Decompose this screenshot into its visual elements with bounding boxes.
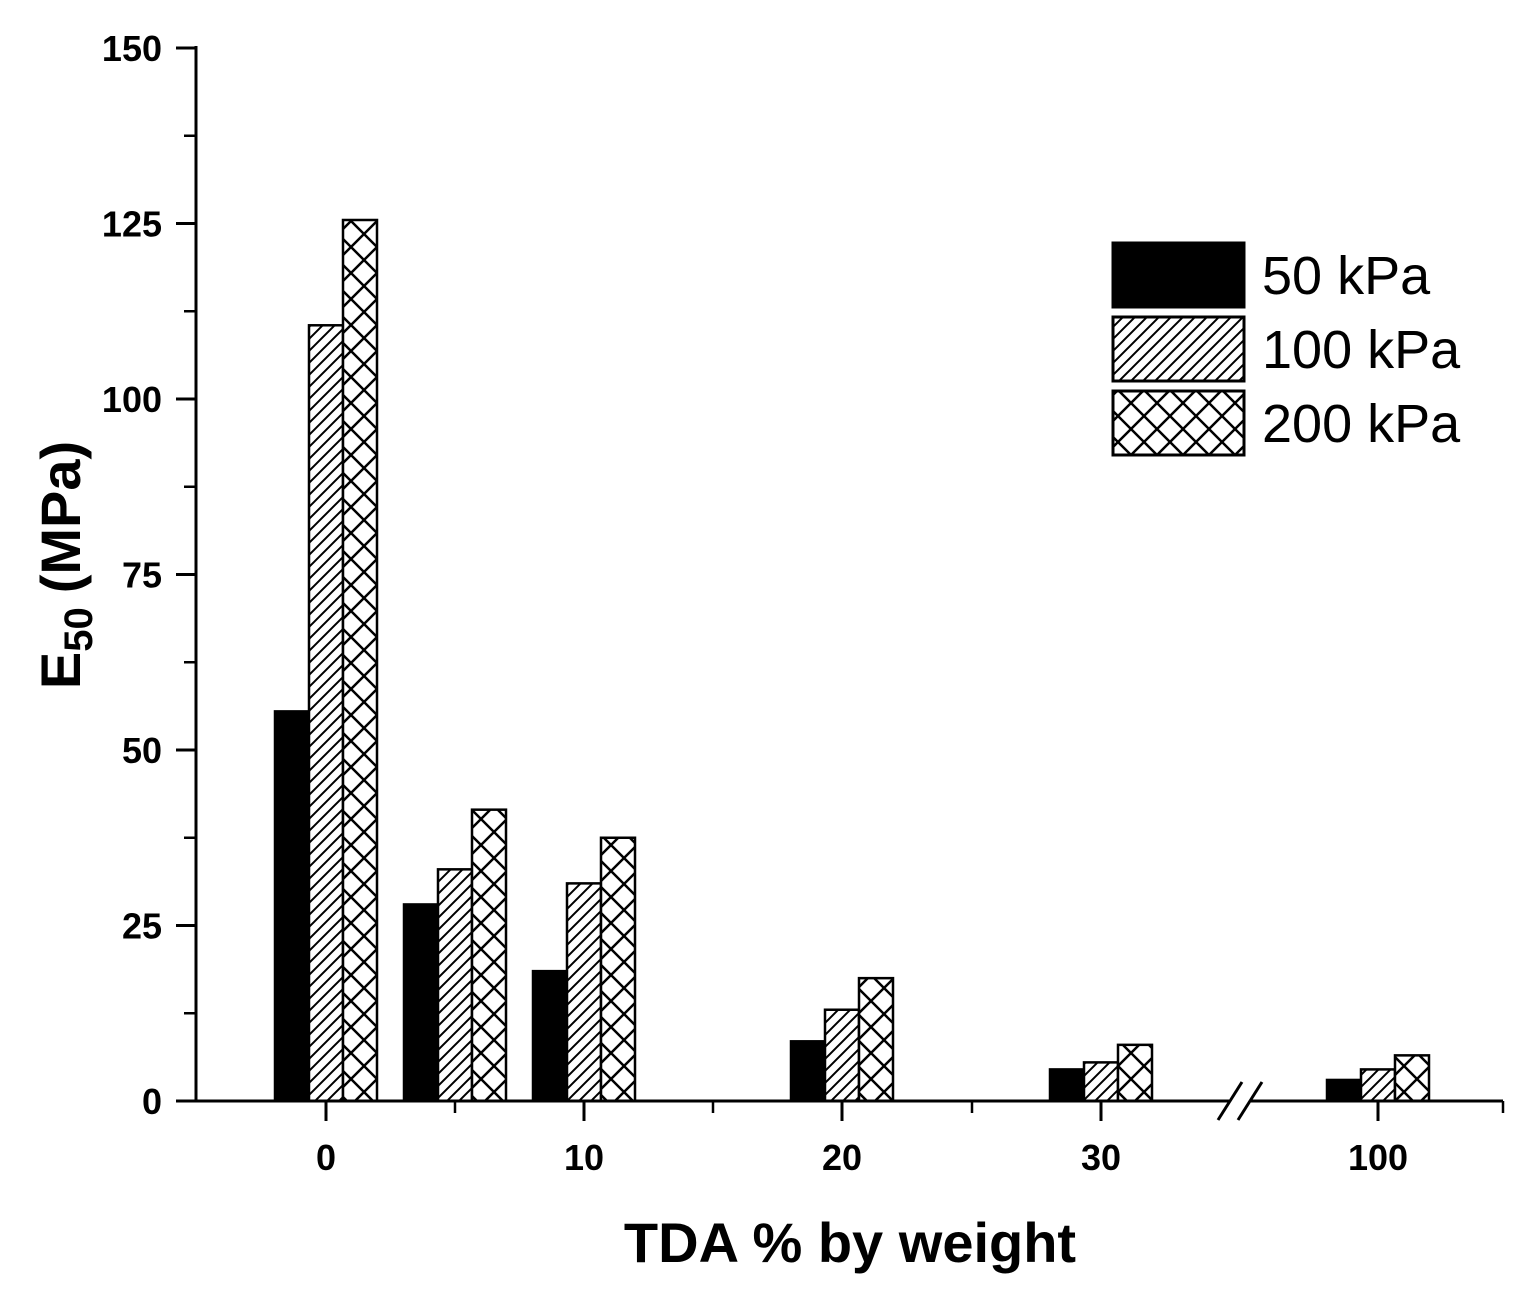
- legend-swatch-200kpa: [1111, 389, 1246, 457]
- x-tick-label: 0: [316, 1137, 336, 1178]
- y-tick-label: 0: [142, 1081, 162, 1122]
- legend-swatch-100kpa: [1111, 315, 1246, 383]
- y-axis-title-subscript: 50: [57, 607, 101, 652]
- legend: 50 kPa 100 kPa 200 kPa: [1111, 241, 1461, 457]
- x-ticks: 0 10 20 30 100: [316, 1101, 1505, 1178]
- bar-200kpa-tda-0: [341, 218, 379, 1103]
- bar-100kpa-tda-20: [823, 1008, 861, 1103]
- bar-200kpa-tda-30: [1116, 1043, 1154, 1103]
- bar-50kpa-tda-5: [402, 903, 440, 1103]
- y-axis-title-main: E: [29, 652, 92, 689]
- bar-100kpa-tda-5: [436, 868, 474, 1103]
- y-tick-label: 50: [122, 730, 162, 771]
- bar-200kpa-tda-10: [599, 836, 637, 1103]
- bar-100kpa-tda-100: [1359, 1068, 1397, 1103]
- x-tick-label: 100: [1348, 1137, 1408, 1178]
- bar-50kpa-tda-10: [531, 969, 569, 1103]
- axis-break-marker: [1216, 1081, 1264, 1121]
- y-tick-label: 75: [122, 555, 162, 596]
- y-axis-title: E50 (MPa): [29, 441, 101, 689]
- bar-200kpa-tda-100: [1393, 1054, 1431, 1103]
- y-tick-label: 25: [122, 906, 162, 947]
- x-tick-label: 30: [1081, 1137, 1121, 1178]
- bar-100kpa-tda-30: [1082, 1061, 1120, 1103]
- y-axis-title-unit: (MPa): [29, 441, 92, 593]
- bar-100kpa-tda-10: [565, 882, 603, 1103]
- y-ticks: 0 25 50 75 100 125 150: [102, 28, 196, 1122]
- bar-100kpa-tda-0: [307, 324, 345, 1103]
- y-tick-label: 125: [102, 204, 162, 245]
- bar-200kpa-tda-20: [857, 976, 895, 1103]
- x-axis-title: TDA % by weight: [624, 1211, 1076, 1274]
- y-tick-label: 100: [102, 379, 162, 420]
- legend-swatch-50kpa: [1111, 241, 1246, 309]
- y-tick-label: 150: [102, 28, 162, 69]
- bar-50kpa-tda-100: [1325, 1078, 1363, 1103]
- legend-label-50kpa: 50 kPa: [1262, 246, 1431, 306]
- bar-200kpa-tda-5: [470, 808, 508, 1103]
- bar-50kpa-tda-0: [273, 710, 311, 1103]
- x-tick-label: 10: [564, 1137, 604, 1178]
- bar-50kpa-tda-20: [789, 1040, 827, 1103]
- x-tick-label: 20: [822, 1137, 862, 1178]
- legend-label-100kpa: 100 kPa: [1262, 320, 1461, 380]
- bar-50kpa-tda-30: [1048, 1068, 1086, 1103]
- plot-area: [273, 218, 1431, 1103]
- axes: [194, 46, 1503, 1121]
- legend-label-200kpa: 200 kPa: [1262, 394, 1461, 454]
